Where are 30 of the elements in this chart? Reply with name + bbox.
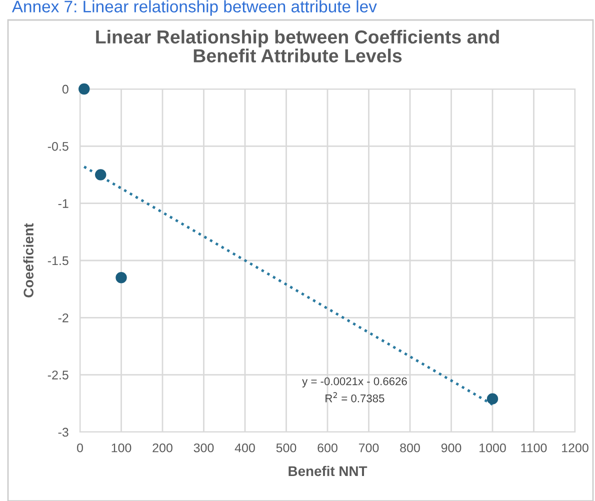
x-tick-label: 500 [276, 443, 296, 452]
text: Annex 7: Linear relationship between attribute lev [12, 0, 377, 16]
x-tick-label: 700 [358, 443, 379, 452]
y-axis-title: Coeeficient [23, 223, 34, 298]
y-tick-label: -2.5 [48, 370, 68, 380]
y-tick-label: -2 [58, 313, 68, 322]
x-tick-label: 400 [234, 443, 255, 452]
point [116, 272, 127, 284]
annotation: y = -0.0021x - 0.6626 [302, 377, 407, 388]
y-tick-label: -3 [58, 428, 68, 437]
x-tick-label: 200 [152, 443, 172, 452]
x-tick-label: 900 [441, 443, 462, 452]
y-tick-label: -1.5 [48, 256, 68, 266]
x-tick-label: 1200 [562, 443, 588, 452]
point [78, 83, 90, 95]
chart-title: Linear Relationship between Coefficients and Benefit Attribute Levels [96, 30, 499, 62]
x-axis-title: Benefit NNT [288, 466, 368, 476]
point [486, 393, 498, 404]
x-tick-label: 1100 [521, 443, 547, 452]
x-tick-label: 1000 [480, 443, 506, 452]
y-tick-label: -0.5 [48, 142, 68, 151]
x-tick-label: 0 [77, 443, 83, 452]
annotation: R$^{2}$ = 0.7385 [326, 392, 384, 402]
x-tick-label: 300 [194, 443, 214, 452]
x-tick-label: 600 [318, 443, 338, 452]
point [95, 169, 106, 180]
x-tick-label: 800 [400, 443, 420, 452]
x-tick-label: 100 [112, 443, 132, 452]
y-tick-label: -1 [58, 199, 68, 208]
y-tick-label: 0 [62, 84, 68, 94]
